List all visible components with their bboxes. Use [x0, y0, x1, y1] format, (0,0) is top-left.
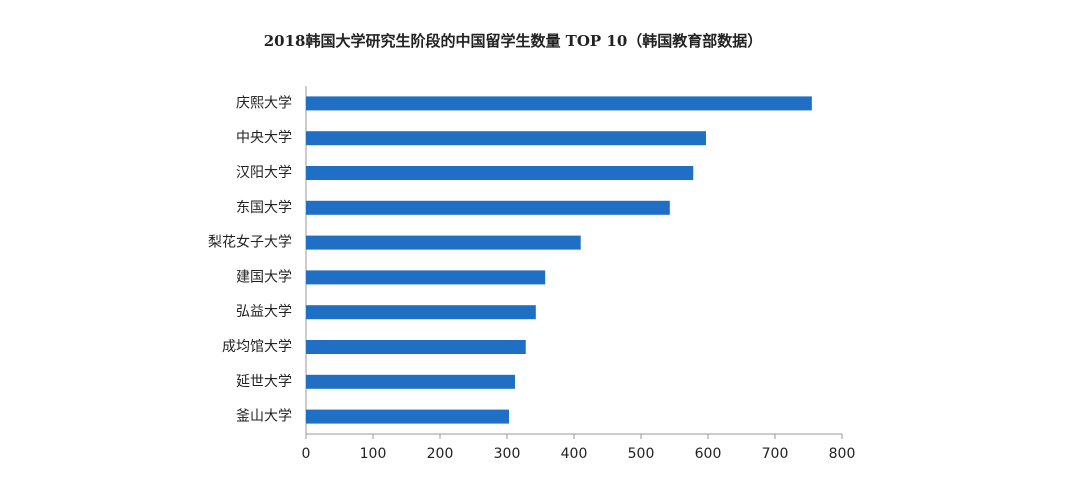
x-tick-label: 800: [829, 446, 856, 462]
x-tick-label: 400: [561, 446, 588, 462]
y-tick-label: 东国大学: [236, 200, 292, 216]
y-tick-label: 弘益大学: [236, 304, 292, 320]
y-tick-label: 梨花女子大学: [208, 234, 292, 251]
x-tick-label: 500: [628, 446, 655, 462]
x-tick-label: 300: [494, 446, 521, 462]
bar: [306, 131, 706, 146]
y-tick-label: 庆熙大学: [236, 95, 292, 111]
bar: [306, 200, 670, 215]
bar: [306, 270, 546, 285]
x-tick-label: 0: [302, 446, 311, 462]
x-tick-label: 100: [360, 446, 387, 462]
chart-title: 2018韩国大学研究生阶段的中国留学生数量 TOP 10（韩国教育部数据）: [264, 32, 763, 50]
bar: [306, 409, 510, 424]
y-tick-label: 釜山大学: [236, 409, 292, 425]
y-tick-label: 汉阳大学: [236, 165, 292, 181]
bar: [306, 305, 536, 320]
bar: [306, 374, 516, 389]
x-tick-label: 700: [762, 446, 789, 462]
y-tick-label: 中央大学: [236, 130, 292, 146]
bar: [306, 96, 812, 111]
x-tick-label: 200: [427, 446, 454, 462]
y-tick-label: 建国大学: [236, 269, 292, 285]
bar: [306, 166, 694, 180]
bar: [306, 340, 526, 354]
bar: [306, 235, 581, 250]
y-tick-label: 延世大学: [236, 374, 292, 390]
x-tick-label: 600: [695, 446, 722, 462]
y-tick-label: 成均馆大学: [222, 339, 292, 355]
